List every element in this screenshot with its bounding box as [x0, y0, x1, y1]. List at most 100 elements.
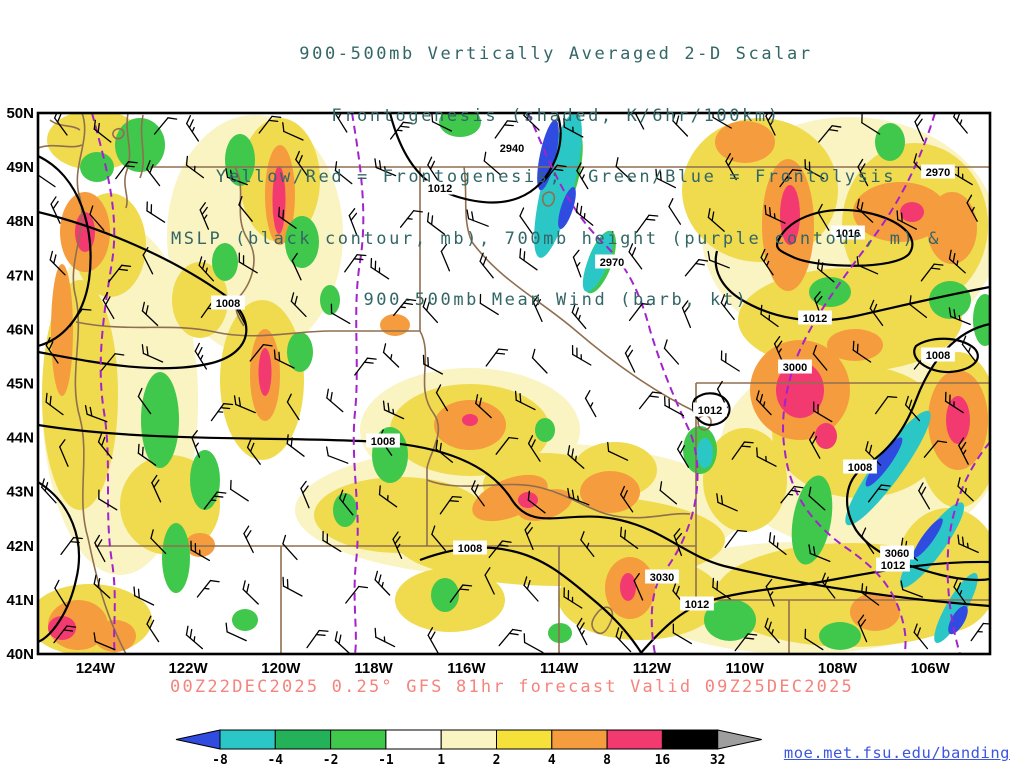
wind-barb [676, 440, 690, 468]
wind-barb-shape [225, 167, 229, 178]
wind-barb-shape [633, 572, 640, 582]
wind-barb-shape [190, 540, 192, 551]
wind-barb [572, 249, 582, 278]
wind-barb-shape [852, 340, 855, 351]
wind-barb-shape [961, 536, 965, 547]
wind-barb-shape [427, 357, 429, 368]
frontogenesis-shading-layer-shape-shape [815, 423, 837, 449]
wind-barb-shape [363, 361, 374, 364]
wind-barb [282, 576, 303, 597]
wind-barb-shape [767, 621, 772, 632]
wind-barb-shape [828, 128, 839, 132]
wind-barb-shape [344, 254, 358, 273]
height-contour-label-box [778, 359, 812, 374]
wind-barb-shape [431, 525, 436, 535]
wind-barb-shape [532, 294, 540, 303]
wind-barb-shape [809, 439, 821, 459]
wind-barb [233, 395, 256, 414]
wind-barb-shape [327, 455, 349, 464]
wind-barb-shape [920, 263, 935, 282]
state-borders-shape [112, 127, 125, 140]
wind-barb-shape [233, 395, 237, 406]
wind-barb-shape [571, 345, 574, 356]
wind-barb [225, 167, 248, 186]
wind-barb-shape [953, 309, 957, 320]
colorbar-segment [551, 729, 608, 750]
x-axis-label: 114W [540, 660, 579, 677]
wind-barb-shape [567, 445, 571, 456]
wind-barb [804, 159, 825, 180]
wind-barb-shape [659, 171, 662, 182]
wind-barb-shape [519, 207, 525, 217]
wind-barb-shape [334, 639, 352, 654]
wind-barb-shape [49, 250, 54, 261]
wind-barb [475, 394, 492, 419]
wind-barb-shape [96, 539, 103, 548]
wind-barb-shape [668, 205, 682, 225]
wind-barb-shape [199, 354, 204, 361]
wind-barb [374, 158, 397, 177]
wind-barb [94, 534, 106, 563]
wind-barb-shape [532, 301, 543, 323]
wind-barb-shape [141, 344, 145, 355]
wind-barb [712, 577, 731, 600]
frontogenesis-shading-layer-shape-shape [141, 372, 179, 468]
frontogenesis-shading-layer-shape-shape [697, 438, 713, 468]
wind-barb-shape [59, 446, 69, 467]
wind-barb [913, 623, 929, 650]
wind-barb-shape [960, 441, 967, 451]
wind-barb-shape [48, 341, 54, 351]
wind-barb-shape [679, 445, 685, 455]
wind-barb-shape [856, 343, 859, 354]
wind-barb [53, 625, 77, 644]
wind-barb-shape [54, 587, 67, 607]
wind-barb-shape [137, 387, 143, 398]
wind-barb-shape [716, 493, 719, 504]
wind-barb-shape [238, 397, 242, 408]
wind-barb-shape [484, 574, 495, 595]
wind-barb-shape [817, 203, 823, 213]
wind-barb-shape [909, 295, 912, 306]
mslp-contour-label-box [680, 596, 714, 611]
wind-barb-shape [720, 495, 724, 506]
wind-barb-shape [60, 536, 75, 556]
wind-barb-shape [348, 214, 358, 236]
wind-barb-shape [574, 307, 579, 317]
wind-barb-shape [322, 530, 324, 541]
wind-barb-shape [514, 390, 517, 401]
wind-barb-shape [933, 263, 944, 266]
wind-barb [494, 120, 517, 139]
wind-barb-shape [576, 617, 583, 627]
wind-barb [944, 391, 964, 414]
wind-barb-shape [668, 198, 674, 208]
wind-barb-shape [188, 119, 194, 129]
frontogenesis-shading-layer-shape-shape [913, 518, 943, 558]
wind-barb-shape [356, 254, 367, 257]
mslp-contour-label: 1012 [803, 313, 827, 325]
wind-barb [238, 252, 258, 274]
state-borders-shape [38, 144, 83, 149]
site-link[interactable]: moe.met.fsu.edu/banding [783, 744, 1010, 762]
mslp-contour-layer-shape [38, 481, 81, 644]
wind-barb-shape [93, 128, 112, 143]
wind-barb-shape [808, 486, 812, 497]
wind-barb-shape [137, 588, 140, 599]
wind-barb-shape [615, 635, 632, 653]
wind-barb-shape [93, 583, 111, 599]
x-axis-label: 108W [818, 660, 858, 677]
wind-barb [286, 393, 300, 421]
wind-barb-shape [124, 165, 135, 168]
wind-barb [681, 300, 692, 329]
wind-barb-shape [759, 393, 764, 404]
wind-barb [857, 158, 869, 187]
wind-barb-shape [98, 498, 118, 511]
wind-barb [856, 198, 874, 223]
wind-barb [335, 113, 348, 133]
wind-barb-shape [526, 113, 531, 120]
wind-barb-shape [523, 251, 526, 262]
wind-barb-shape [579, 205, 583, 216]
wind-barb [966, 194, 978, 222]
wind-barb-shape [56, 113, 62, 123]
wind-barb-shape [478, 397, 482, 408]
frontogenesis-shading-layer-shape-shape [48, 616, 76, 640]
